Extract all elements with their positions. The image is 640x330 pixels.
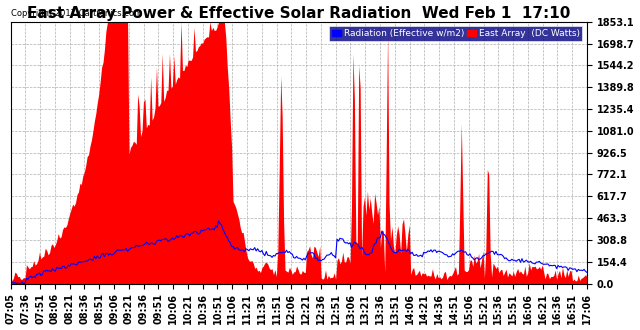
Text: Copyright 2017 Cartronics.com: Copyright 2017 Cartronics.com <box>10 9 141 18</box>
Legend: Radiation (Effective w/m2), East Array  (DC Watts): Radiation (Effective w/m2), East Array (… <box>330 26 582 41</box>
Title: East Array Power & Effective Solar Radiation  Wed Feb 1  17:10: East Array Power & Effective Solar Radia… <box>27 6 570 20</box>
